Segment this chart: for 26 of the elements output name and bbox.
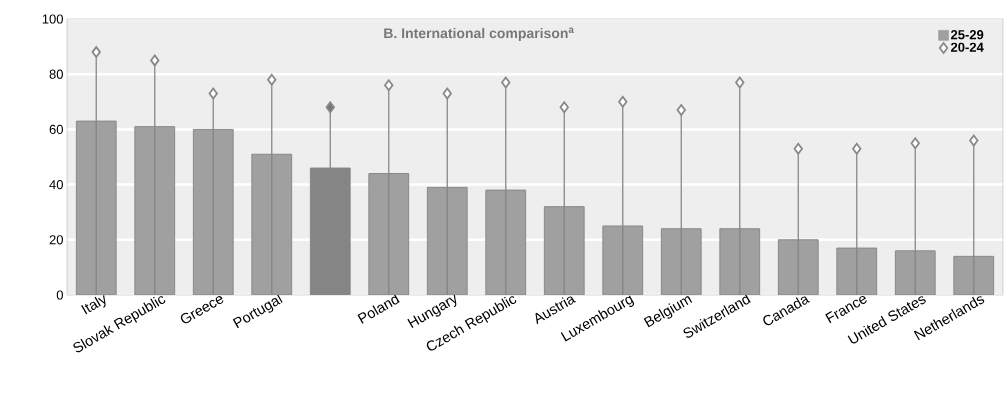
point xyxy=(852,142,862,155)
legend-label: 20-24 xyxy=(951,42,984,52)
legend-label: 25-29 xyxy=(951,30,984,40)
y-tick-label: 20 xyxy=(49,235,63,245)
point xyxy=(735,76,745,89)
y-tick-label: 100 xyxy=(42,14,63,24)
point xyxy=(969,134,979,147)
point xyxy=(91,46,101,59)
y-tick-label: 80 xyxy=(49,69,63,79)
y-tick-label: 60 xyxy=(49,124,63,134)
point xyxy=(559,101,569,114)
point xyxy=(325,101,335,114)
point xyxy=(150,54,160,67)
y-tick-label: 40 xyxy=(49,179,63,190)
point xyxy=(208,87,218,100)
y-tick-label: 0 xyxy=(56,290,63,300)
x-tick-label: Italy xyxy=(81,295,106,315)
point xyxy=(442,87,452,100)
point xyxy=(910,137,920,150)
point xyxy=(384,79,394,92)
point xyxy=(618,95,628,108)
text: B. International comparison$^{a}$ xyxy=(384,27,574,41)
point xyxy=(676,104,686,116)
point xyxy=(501,76,511,89)
point xyxy=(793,142,803,155)
point xyxy=(267,73,277,86)
